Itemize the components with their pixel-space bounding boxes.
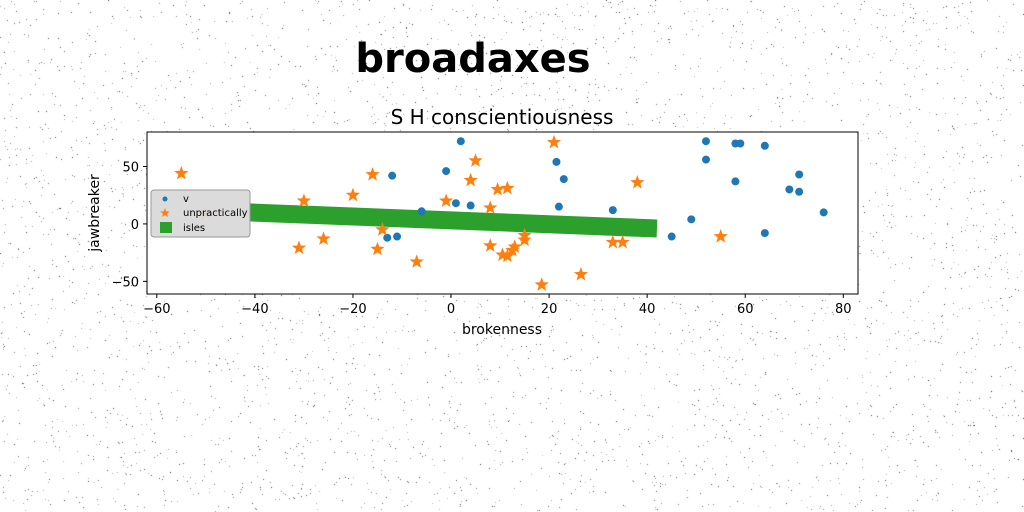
unpractically-point (500, 180, 515, 195)
unpractically-point (438, 193, 454, 207)
v-point (795, 170, 804, 179)
y-axis: −50 0 50 (112, 160, 147, 290)
unpractically-point (546, 134, 562, 149)
v-point (736, 139, 745, 148)
unpractically-point (517, 232, 532, 247)
legend-marker-unpractically (160, 208, 170, 218)
unpractically-point (500, 248, 515, 263)
v-point (760, 229, 769, 238)
y-tick-label: 0 (131, 218, 139, 233)
x-axis-label: brokenness (462, 322, 542, 338)
v-point (388, 171, 397, 180)
unpractically-point (573, 266, 589, 281)
x-tick-label: 40 (639, 302, 656, 317)
v-point (466, 201, 475, 210)
unpractically-point (615, 234, 630, 249)
legend-label-v: v (183, 194, 189, 205)
unpractically-point (409, 254, 424, 268)
v-point (760, 141, 769, 150)
unpractically-point (605, 234, 620, 249)
unpractically-point (291, 240, 307, 255)
v-point (554, 202, 563, 211)
v-point (393, 232, 402, 241)
x-tick-label: 0 (447, 302, 455, 317)
x-tick-label: 80 (835, 302, 852, 317)
chart-title: S H conscientiousness (391, 105, 614, 129)
legend-marker-isles (160, 222, 172, 233)
y-axis-label: jawbreaker (87, 174, 103, 253)
legend: v unpractically isles (150, 189, 251, 238)
v-point (687, 215, 696, 224)
unpractically-point (534, 277, 549, 291)
x-tick-label: −40 (241, 302, 268, 317)
v-point (383, 233, 392, 242)
unpractically-point (370, 241, 385, 256)
v-point (608, 206, 617, 215)
y-tick-label: 50 (122, 160, 139, 175)
x-tick-label: 20 (541, 302, 558, 317)
v-series (383, 137, 828, 242)
y-tick-label: −50 (112, 275, 139, 290)
v-point (667, 232, 676, 241)
v-point (417, 207, 426, 216)
v-point (701, 137, 710, 146)
unpractically-point (468, 153, 483, 167)
unpractically-point (507, 239, 522, 253)
legend-marker-v (162, 196, 168, 202)
legend-label-isles: isles (183, 223, 205, 234)
isles-series (249, 203, 658, 238)
v-point (819, 208, 828, 217)
unpractically-point (713, 229, 728, 243)
x-axis: −60 −40 −20 0 20 40 60 80 (143, 294, 852, 317)
x-tick-label: −20 (339, 302, 366, 317)
v-point (442, 167, 451, 176)
unpractically-point (375, 222, 390, 236)
x-tick-label: 60 (737, 302, 754, 317)
unpractically-point (345, 187, 361, 202)
unpractically-point (365, 167, 380, 181)
x-tick-label: −60 (143, 302, 170, 317)
v-point (731, 177, 740, 186)
unpractically-point (630, 175, 645, 189)
v-point (559, 175, 568, 184)
unpractically-point (174, 165, 189, 180)
unpractically-point (316, 231, 331, 245)
figure-suptitle: broadaxes (355, 36, 590, 82)
unpractically-series (174, 134, 728, 291)
v-point (552, 157, 561, 166)
unpractically-point (483, 238, 498, 252)
v-point (795, 187, 804, 196)
plot-frame (146, 131, 859, 295)
unpractically-point (296, 193, 312, 207)
legend-label-unpractically: unpractically (183, 208, 248, 219)
v-point (456, 137, 465, 146)
v-point (451, 199, 460, 208)
unpractically-point (490, 181, 505, 196)
legend-box (150, 189, 251, 238)
unpractically-point (463, 172, 478, 187)
v-point (701, 155, 710, 164)
isles-line (249, 203, 658, 238)
unpractically-point (483, 200, 498, 214)
plot-area (146, 131, 859, 295)
v-point (785, 185, 794, 194)
